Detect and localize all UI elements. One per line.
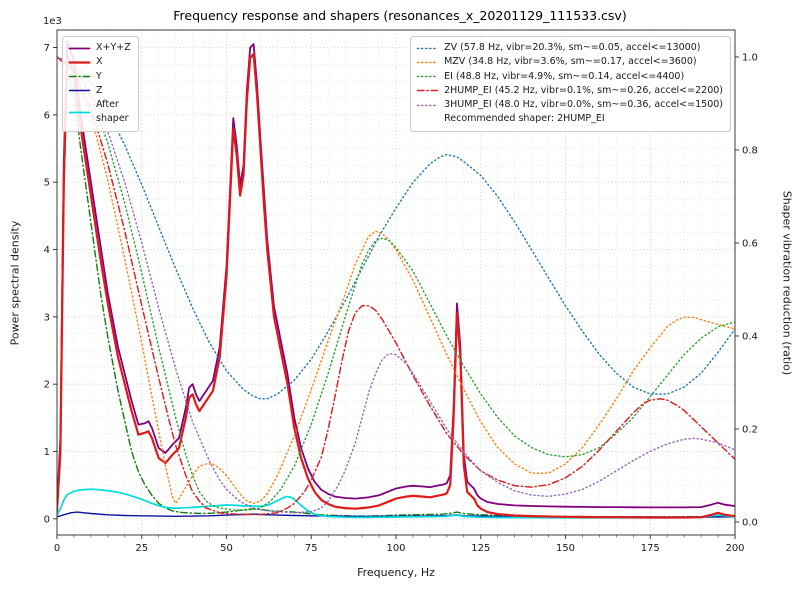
tick-labels: 0 25 50 75 100 125 150 175 200 0 1 2 3 4 5 6 7 0.0 0.2 0.4 0…: [43, 16, 758, 554]
legend-item: EI (48.8 Hz, vibr=4.9%, sm~=0.14, accel<…: [416, 70, 723, 84]
y-left-tick-label: 2: [44, 380, 50, 391]
legend-line-sample: [416, 104, 439, 106]
y-left-tick-label: 3: [44, 312, 50, 323]
legend-line-sample: [416, 47, 439, 49]
legend-line-sample: [416, 61, 439, 64]
legend-item: Y: [68, 70, 131, 84]
x-tick-label: 75: [305, 543, 318, 554]
legend-item-label: X: [96, 56, 103, 68]
y-right-tick-label: 0.6: [742, 238, 758, 249]
chart-title: Frequency response and shapers (resonanc…: [173, 8, 627, 23]
legend-item: 2HUMP_EI (45.2 Hz, vibr=0.1%, sm~=0.26, …: [416, 84, 723, 98]
x-axis-label: Frequency, Hz: [357, 566, 435, 579]
legend-item: X+Y+Z: [68, 41, 131, 55]
legend-line-sample: [68, 90, 91, 92]
curves: [57, 39, 735, 519]
legend-item-label: ZV (57.8 Hz, vibr=20.3%, sm~=0.05, accel…: [444, 42, 701, 53]
legend-item: 3HUMP_EI (48.0 Hz, vibr=0.0%, sm~=0.36, …: [416, 98, 723, 112]
x-tick-label: 175: [641, 543, 660, 554]
legend-line-sample: [416, 90, 439, 92]
legend-line-sample: [416, 75, 439, 78]
legend-item-label: EI (48.8 Hz, vibr=4.9%, sm~=0.14, accel<…: [444, 70, 685, 82]
legend-item-label: 3HUMP_EI (48.0 Hz, vibr=0.0%, sm~=0.36, …: [444, 99, 723, 110]
y-right-tick-label: 0.0: [742, 517, 758, 528]
y-right-axis-label: Shaper vibration reduction (ratio): [780, 190, 794, 376]
curve-shaper-3hump_ei: [57, 56, 735, 514]
y-left-tick-label: 7: [44, 43, 50, 54]
legend-item: X: [68, 55, 131, 69]
curve-shaper-ei: [57, 56, 735, 512]
curve-shaper-zv: [57, 56, 735, 400]
curve-shaper-mzv: [57, 56, 735, 505]
legend-item: Z: [68, 84, 131, 98]
y-right-tick-label: 0.2: [742, 424, 758, 435]
y-left-tick-label: 5: [44, 178, 50, 189]
curve-psd-x: [57, 53, 735, 519]
x-tick-label: 125: [471, 543, 490, 554]
x-tick-label: 100: [386, 543, 405, 554]
recommended-shaper-note: Recommended shaper: 2HUMP_EI: [444, 113, 605, 125]
legend-item-label: After shaper: [96, 99, 129, 125]
tick-marks: [53, 47, 739, 539]
x-tick-label: 25: [135, 543, 148, 554]
x-tick-label: 150: [556, 543, 575, 554]
legend-line-sample: [68, 61, 91, 64]
y-right-tick-label: 1.0: [742, 52, 758, 63]
curve-psd-x-y-z: [57, 39, 735, 510]
shaper-legend: ZV (57.8 Hz, vibr=20.3%, sm~=0.05, accel…: [410, 36, 731, 132]
legend-item-label: X+Y+Z: [96, 42, 131, 53]
legend-item-label: Y: [96, 70, 102, 82]
y-right-tick-label: 0.4: [742, 331, 758, 342]
y-left-tick-label: 4: [44, 245, 50, 256]
legend-line-sample: [68, 47, 91, 50]
y-right-tick-label: 0.8: [742, 145, 758, 156]
legend-item-label: 2HUMP_EI (45.2 Hz, vibr=0.1%, sm~=0.26, …: [444, 84, 723, 96]
y-left-axis-label: Power spectral density: [8, 220, 22, 346]
curve-psd-after: [57, 488, 735, 519]
legend-item-label: Z: [96, 84, 103, 96]
curve-shaper-2hump_ei: [57, 56, 735, 516]
psd-legend: X+Y+Z X Y Z After shaper: [62, 36, 139, 132]
x-tick-label: 200: [725, 543, 744, 554]
y-left-tick-label: 6: [44, 110, 50, 121]
legend-item: MZV (34.8 Hz, vibr=3.6%, sm~=0.17, accel…: [416, 55, 723, 69]
y-left-tick-label: 1: [44, 447, 50, 458]
legend-item: ZV (57.8 Hz, vibr=20.3%, sm~=0.05, accel…: [416, 41, 723, 55]
y-left-tick-label: 0: [44, 514, 50, 525]
x-tick-label: 0: [54, 543, 60, 554]
legend-line-sample: [68, 75, 91, 78]
y-left-offset-text: 1e3: [43, 16, 62, 27]
legend-line-sample: [68, 111, 91, 114]
x-tick-label: 50: [220, 543, 233, 554]
legend-item-label: MZV (34.8 Hz, vibr=3.6%, sm~=0.17, accel…: [444, 56, 697, 68]
legend-item: After shaper: [68, 98, 131, 127]
